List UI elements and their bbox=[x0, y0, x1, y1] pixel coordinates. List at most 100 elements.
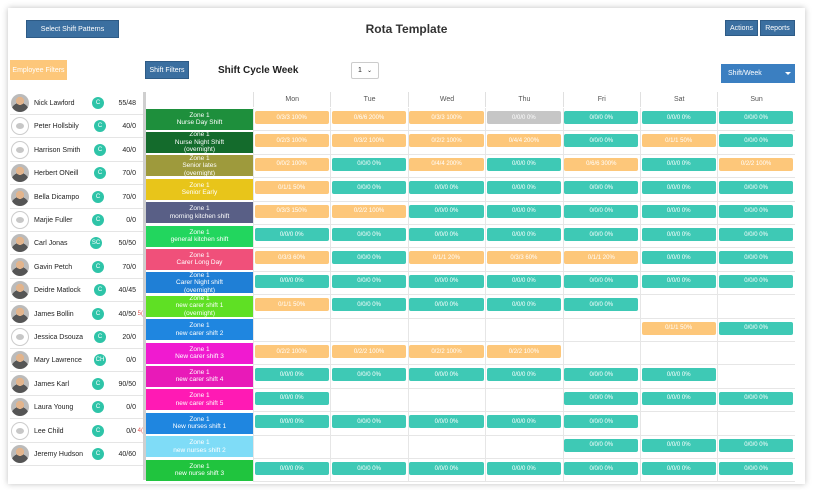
shift-assignment-pill[interactable]: 0/0/0 0% bbox=[486, 181, 562, 195]
rota-cell[interactable] bbox=[330, 225, 408, 249]
rota-cell[interactable] bbox=[330, 435, 408, 459]
employee-row[interactable]: Bella Dicampo C 70/0 bbox=[10, 186, 143, 209]
rota-cell[interactable] bbox=[485, 154, 563, 179]
employee-row[interactable]: Laura Young C 0/0 bbox=[10, 396, 143, 420]
shift-assignment-pill[interactable]: 0/0/0 0% bbox=[564, 462, 639, 475]
rota-cell[interactable] bbox=[717, 365, 795, 389]
shift-assignment-pill[interactable]: 0/0/0 0% bbox=[718, 438, 794, 452]
employee-row[interactable]: James Bollin C 40/50 5( bbox=[10, 303, 143, 326]
rota-cell[interactable] bbox=[407, 318, 486, 342]
rota-cell[interactable] bbox=[717, 154, 795, 179]
rota-cell[interactable] bbox=[640, 108, 718, 132]
rota-cell[interactable] bbox=[485, 342, 563, 366]
rota-cell[interactable] bbox=[640, 225, 718, 249]
rota-cell[interactable] bbox=[485, 271, 563, 296]
shift-assignment-pill[interactable]: 0/0/0 0% bbox=[641, 391, 716, 405]
rota-cell[interactable] bbox=[562, 435, 640, 459]
rota-cell[interactable] bbox=[407, 178, 486, 202]
rota-cell[interactable] bbox=[717, 388, 795, 413]
shift-assignment-pill[interactable]: 0/0/0 0% bbox=[718, 228, 794, 241]
rota-cell[interactable] bbox=[253, 318, 331, 342]
shift-assignment-pill[interactable]: 0/0/0 0% bbox=[718, 111, 794, 124]
shift-assignment-pill[interactable]: 0/0/0 0% bbox=[641, 462, 716, 475]
rota-cell[interactable] bbox=[253, 154, 331, 179]
employee-row[interactable]: Marjie Fuller C 0/0 bbox=[10, 209, 143, 232]
shift-assignment-pill[interactable]: 0/0/0 0% bbox=[718, 391, 794, 405]
shift-assignment-pill[interactable]: 0/0/0 0% bbox=[564, 134, 639, 148]
rota-cell[interactable] bbox=[717, 108, 795, 132]
shift-label[interactable]: Zone 1 new carer shift 2 bbox=[146, 319, 253, 341]
rota-cell[interactable] bbox=[485, 318, 563, 342]
rota-cell[interactable] bbox=[640, 388, 718, 413]
shift-assignment-pill[interactable]: 0/0/0 0% bbox=[641, 228, 716, 241]
rota-cell[interactable] bbox=[562, 318, 640, 342]
shift-assignment-pill[interactable]: 0/0/0 0% bbox=[331, 368, 407, 382]
rota-cell[interactable] bbox=[253, 435, 331, 459]
shift-assignment-pill[interactable]: 0/0/0 0% bbox=[564, 438, 639, 452]
rota-cell[interactable] bbox=[640, 435, 718, 459]
shift-label[interactable]: Zone 1 morning kitchen shift bbox=[146, 202, 253, 224]
rota-cell[interactable] bbox=[330, 295, 408, 319]
shift-assignment-pill[interactable]: 0/2/2 100% bbox=[718, 157, 794, 171]
rota-cell[interactable] bbox=[330, 318, 408, 342]
rota-cell[interactable] bbox=[485, 435, 563, 459]
rota-cell[interactable] bbox=[562, 248, 640, 272]
rota-cell[interactable] bbox=[407, 295, 486, 319]
shift-label[interactable]: Zone 1 New nurses shift 1 bbox=[146, 412, 253, 434]
shift-assignment-pill[interactable]: 0/0/0 0% bbox=[409, 415, 484, 429]
rota-cell[interactable] bbox=[330, 178, 408, 202]
shift-assignment-pill[interactable]: 0/0/0 0% bbox=[254, 274, 329, 288]
employee-row[interactable]: Jeremy Hudson C 40/60 bbox=[10, 443, 143, 466]
week-select[interactable]: 1 ⌄ bbox=[351, 62, 379, 79]
rota-cell[interactable] bbox=[253, 225, 331, 249]
rota-cell[interactable] bbox=[562, 412, 640, 436]
shift-assignment-pill[interactable]: 0/0/0 0% bbox=[409, 204, 484, 218]
rota-cell[interactable] bbox=[485, 412, 563, 436]
shift-assignment-pill[interactable]: 0/0/0 0% bbox=[331, 228, 407, 241]
shift-assignment-pill[interactable]: 0/0/2 100% bbox=[254, 157, 329, 171]
shift-assignment-pill[interactable]: 0/2/2 100% bbox=[331, 345, 407, 358]
rota-cell[interactable] bbox=[717, 271, 795, 296]
shift-assignment-pill[interactable]: 0/0/0 0% bbox=[331, 274, 407, 288]
rota-cell[interactable] bbox=[562, 225, 640, 249]
rota-cell[interactable] bbox=[253, 178, 331, 202]
rota-cell[interactable] bbox=[253, 131, 331, 155]
rota-cell[interactable] bbox=[407, 248, 486, 272]
rota-cell[interactable] bbox=[640, 131, 718, 155]
shift-assignment-pill[interactable]: 0/0/0 0% bbox=[254, 462, 329, 475]
shift-assignment-pill[interactable]: 0/0/0 0% bbox=[641, 111, 716, 124]
rota-cell[interactable] bbox=[407, 108, 486, 132]
shift-assignment-pill[interactable]: 0/0/0 0% bbox=[564, 228, 639, 241]
shift-assignment-pill[interactable]: 0/0/0 0% bbox=[564, 415, 639, 429]
shift-assignment-pill[interactable]: 0/0/0 0% bbox=[564, 368, 639, 382]
shift-assignment-pill[interactable]: 0/0/0 0% bbox=[641, 181, 716, 195]
rota-cell[interactable] bbox=[330, 412, 408, 436]
shift-assignment-pill[interactable]: 0/0/0 0% bbox=[641, 274, 716, 288]
shift-assignment-pill[interactable]: 0/2/2 100% bbox=[409, 134, 484, 148]
rota-cell[interactable] bbox=[485, 388, 563, 413]
rota-cell[interactable] bbox=[717, 318, 795, 342]
rota-cell[interactable] bbox=[407, 365, 486, 389]
shift-assignment-pill[interactable]: 0/0/0 0% bbox=[409, 368, 484, 382]
shift-assignment-pill[interactable]: 0/0/0 0% bbox=[486, 415, 562, 429]
shift-assignment-pill[interactable]: 0/4/4 200% bbox=[486, 134, 562, 148]
rota-cell[interactable] bbox=[562, 459, 640, 483]
rota-cell[interactable] bbox=[640, 178, 718, 202]
shift-assignment-pill[interactable]: 0/0/0 0% bbox=[718, 274, 794, 288]
shift-label[interactable]: Zone 1 Carer Long Day bbox=[146, 248, 253, 270]
rota-cell[interactable] bbox=[407, 271, 486, 296]
shift-assignment-pill[interactable]: 0/2/2 100% bbox=[254, 345, 329, 358]
rota-cell[interactable] bbox=[717, 225, 795, 249]
shift-assignment-pill[interactable]: 0/0/0 0% bbox=[331, 415, 407, 429]
rota-cell[interactable] bbox=[717, 248, 795, 272]
rota-cell[interactable] bbox=[407, 131, 486, 155]
shift-assignment-pill[interactable]: 0/1/1 50% bbox=[641, 321, 716, 335]
shift-assignment-pill[interactable]: 0/0/0 0% bbox=[331, 181, 407, 195]
rota-cell[interactable] bbox=[485, 131, 563, 155]
shift-assignment-pill[interactable]: 0/0/0 0% bbox=[641, 204, 716, 218]
rota-cell[interactable] bbox=[485, 201, 563, 225]
rota-cell[interactable] bbox=[407, 154, 486, 179]
shift-assignment-pill[interactable]: 0/0/0 0% bbox=[409, 462, 484, 475]
shift-label[interactable]: Zone 1 new carer shift 1 (overnight) bbox=[146, 295, 253, 317]
rota-cell[interactable] bbox=[640, 295, 718, 319]
